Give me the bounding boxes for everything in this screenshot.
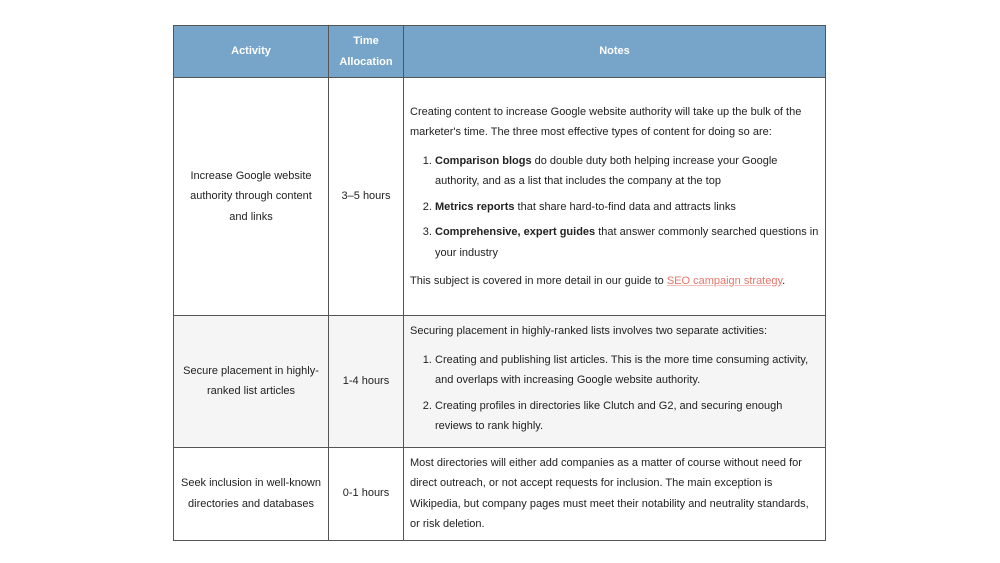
activity-table: Activity Time Allocation Notes Increase … <box>173 25 826 541</box>
seo-campaign-strategy-link[interactable]: SEO campaign strategy <box>666 275 783 287</box>
header-activity: Activity <box>173 25 329 78</box>
outro-period: . <box>782 275 786 287</box>
header-time-allocation: Time Allocation <box>328 25 404 78</box>
notes-cell: Most directories will either add compani… <box>403 446 826 541</box>
time-cell: 1-4 hours <box>328 315 404 448</box>
list-item: Metrics reports that share hard-to-find … <box>435 197 819 218</box>
notes-list: Creating and publishing list articles. T… <box>410 350 819 437</box>
table-row: Increase Google website authority throug… <box>173 77 826 316</box>
notes-outro: This subject is covered in more detail i… <box>410 271 819 292</box>
table-header: Activity Time Allocation Notes <box>173 25 826 78</box>
list-item: Creating profiles in directories like Cl… <box>435 396 819 437</box>
header-notes: Notes <box>403 25 826 78</box>
activity-cell: Increase Google website authority throug… <box>173 77 329 316</box>
list-item: Comprehensive, expert guides that answer… <box>435 222 819 263</box>
item-text: that share hard-to-find data and attract… <box>514 200 736 213</box>
activity-cell: Secure placement in highly-ranked list a… <box>173 315 329 448</box>
table-row: Secure placement in highly-ranked list a… <box>173 315 826 448</box>
notes-cell: Securing placement in highly-ranked list… <box>403 315 826 448</box>
notes-intro: Creating content to increase Google webs… <box>410 105 802 139</box>
item-text: that answer commonly searched questions … <box>435 226 819 259</box>
list-item: Creating and publishing list articles. T… <box>435 350 819 391</box>
item-bold: Comparison blogs <box>435 154 532 167</box>
item-bold: Comprehensive, expert guides <box>435 226 596 238</box>
notes-list: Comparison blogs do double duty both hel… <box>410 151 819 264</box>
activity-cell: Seek inclusion in well-known directories… <box>173 446 329 541</box>
item-text: do double duty both helping increase you… <box>435 154 778 188</box>
time-cell: 3–5 hours <box>328 77 404 316</box>
time-cell: 0-1 hours <box>328 446 404 541</box>
notes-intro: Securing placement in highly-ranked list… <box>410 325 768 337</box>
notes-cell: Creating content to increase Google webs… <box>403 77 826 316</box>
list-item: Comparison blogs do double duty both hel… <box>435 151 819 192</box>
outro-text: This subject is covered in more detail i… <box>410 275 667 287</box>
table-row: Seek inclusion in well-known directories… <box>173 446 826 541</box>
item-bold: Metrics reports <box>435 200 515 213</box>
